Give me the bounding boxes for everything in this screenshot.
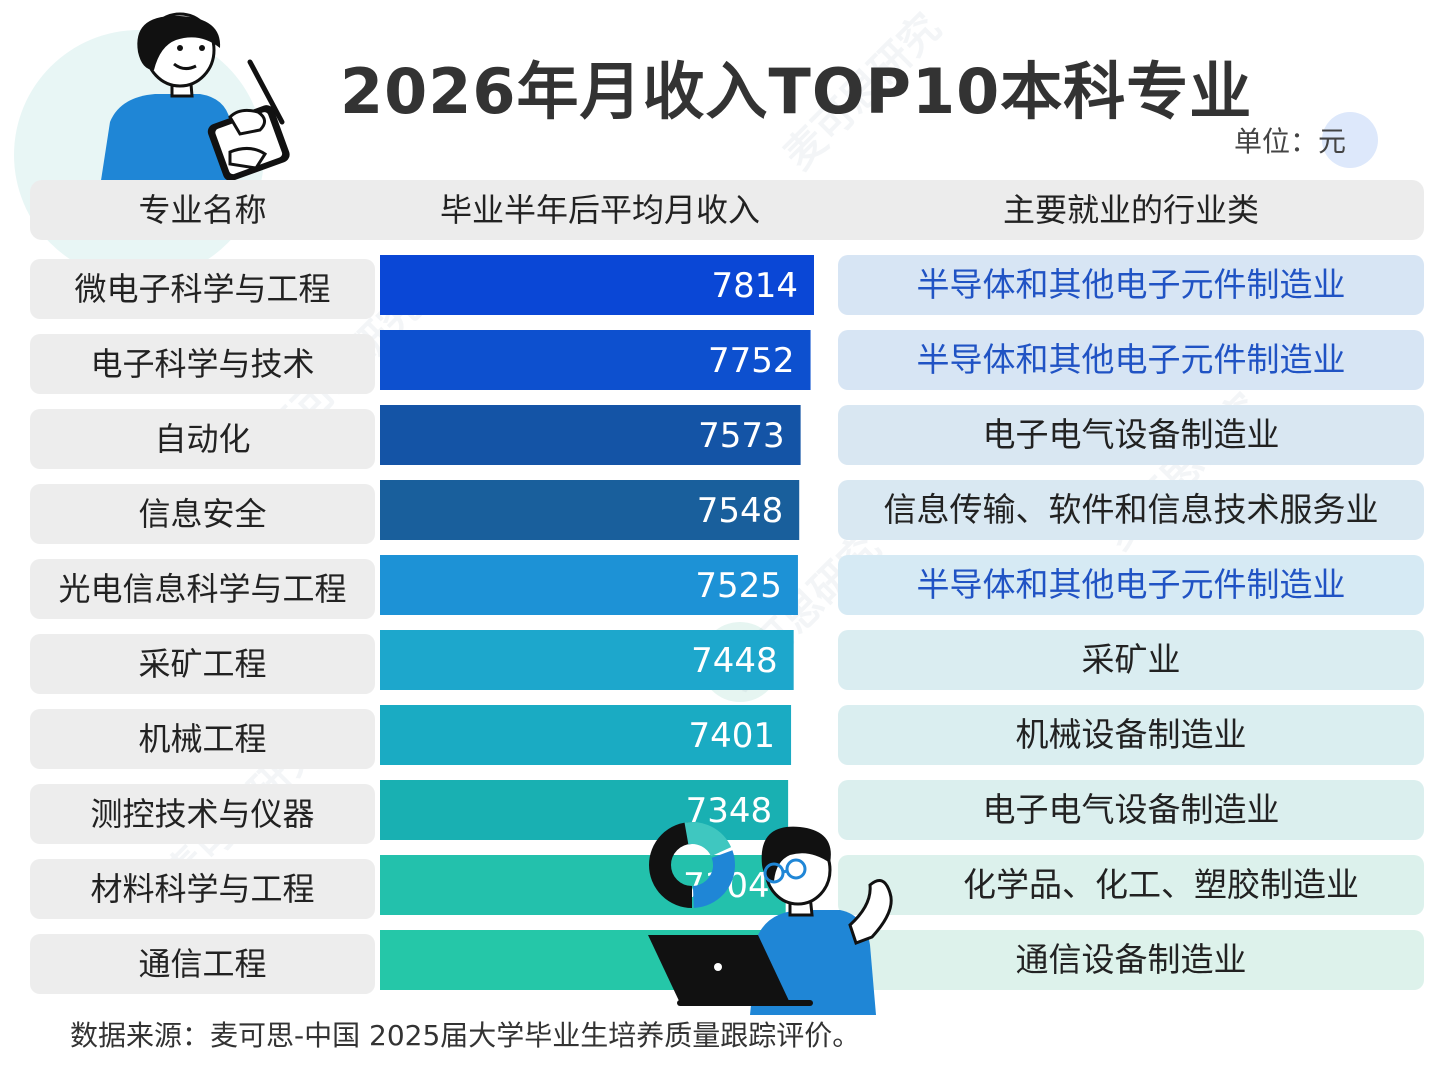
- income-bar: [380, 255, 814, 315]
- major-name: 材料科学与工程: [30, 859, 375, 919]
- table-header: 专业名称 毕业半年后平均月收入 主要就业的行业类: [30, 180, 1424, 240]
- income-value-label: 7448: [691, 641, 778, 681]
- industry-cell: 通信设备制造业: [838, 930, 1424, 990]
- income-bar: [380, 330, 811, 390]
- income-bar: [380, 630, 794, 690]
- data-source-note: 数据来源：麦可思-中国 2025届大学毕业生培养质量跟踪评价。: [70, 1019, 861, 1052]
- industry-cell: 电子电气设备制造业: [838, 405, 1424, 465]
- major-name: 微电子科学与工程: [30, 259, 375, 319]
- industry-cell: 机械设备制造业: [838, 705, 1424, 765]
- industry-cell: 信息传输、软件和信息技术服务业: [838, 480, 1424, 540]
- major-name: 光电信息科学与工程: [30, 559, 375, 619]
- page-title: 2026年月收入TOP10本科专业: [340, 55, 1253, 128]
- major-name: 测控技术与仪器: [30, 784, 375, 844]
- income-bar: [380, 480, 800, 540]
- header-major: 专业名称: [138, 191, 267, 229]
- industry-cell: 电子电气设备制造业: [838, 780, 1424, 840]
- industry-cell: 半导体和其他电子元件制造业: [838, 555, 1424, 615]
- major-name: 自动化: [30, 409, 375, 469]
- income-bar: [380, 780, 789, 840]
- income-bar: [380, 555, 798, 615]
- industry-cell: 半导体和其他电子元件制造业: [838, 255, 1424, 315]
- income-bar: [380, 405, 801, 465]
- industry-cell: 化学品、化工、塑胶制造业: [838, 855, 1424, 915]
- person-tablet-illustration: [100, 12, 290, 187]
- income-value-label: 7573: [698, 416, 785, 456]
- major-name: 电子科学与技术: [30, 334, 375, 394]
- industry-cell: 半导体和其他电子元件制造业: [838, 330, 1424, 390]
- header-industry: 主要就业的行业类: [1002, 191, 1259, 229]
- decor-circle-small: [1322, 112, 1378, 168]
- income-value-label: 7548: [697, 491, 784, 531]
- unit-label: 单位：元: [1234, 125, 1347, 158]
- header-income: 毕业半年后平均月收入: [439, 191, 760, 229]
- person-laptop-illustration: [648, 822, 893, 1015]
- major-name: 采矿工程: [30, 634, 375, 694]
- income-value-label: 7814: [711, 266, 798, 306]
- income-bar: [380, 705, 792, 765]
- income-value-label: 7525: [695, 566, 782, 606]
- industry-cell: 采矿业: [838, 630, 1424, 690]
- major-name: 通信工程: [30, 934, 375, 994]
- major-name: 信息安全: [30, 484, 375, 544]
- income-value-label: 7752: [708, 341, 795, 381]
- income-value-label: 7401: [689, 716, 776, 756]
- major-name: 机械工程: [30, 709, 375, 769]
